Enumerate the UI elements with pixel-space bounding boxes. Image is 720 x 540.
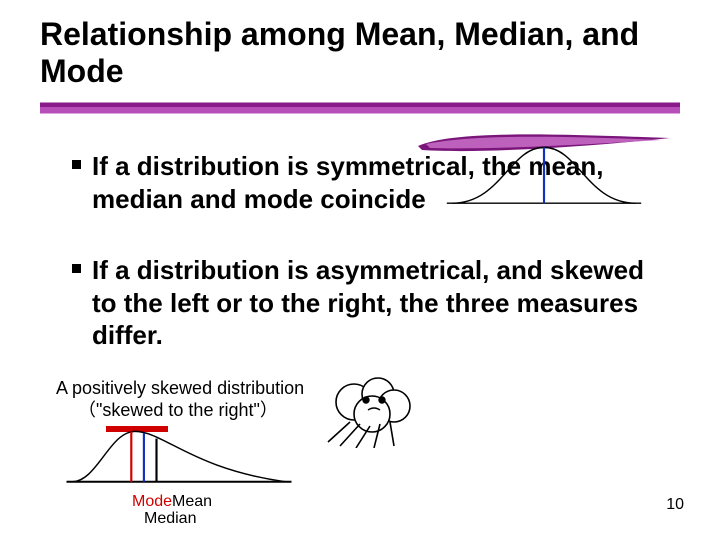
skew-measure-labels: ModeMean Median [132, 494, 212, 528]
bullet-text: If a distribution is asymmetrical, and s… [92, 255, 644, 350]
label-mode: Mode [132, 493, 172, 510]
bullet-asymmetrical: If a distribution is asymmetrical, and s… [92, 254, 672, 352]
title-underline-brush [40, 98, 680, 120]
page-number: 10 [666, 496, 684, 514]
bullet-marker-icon [72, 160, 81, 169]
label-median: Median [132, 511, 212, 528]
symmetric-distribution-figure [414, 128, 674, 220]
positive-skew-figure: ModeMean Median [54, 426, 304, 526]
positive-skew-caption: A positively skewed distribution （"skewe… [56, 378, 304, 421]
caption-line1: A positively skewed distribution [56, 378, 304, 400]
positive-skew-curve [54, 426, 304, 498]
slide-title: Relationship among Mean, Median, and Mod… [40, 16, 680, 90]
bullet-marker-icon [72, 264, 81, 273]
cloud-doodle-icon [320, 368, 430, 448]
symmetric-bell-curve [436, 142, 652, 214]
caption-line2: （"skewed to the right"） [56, 400, 304, 422]
label-mean: Mean [172, 493, 212, 510]
